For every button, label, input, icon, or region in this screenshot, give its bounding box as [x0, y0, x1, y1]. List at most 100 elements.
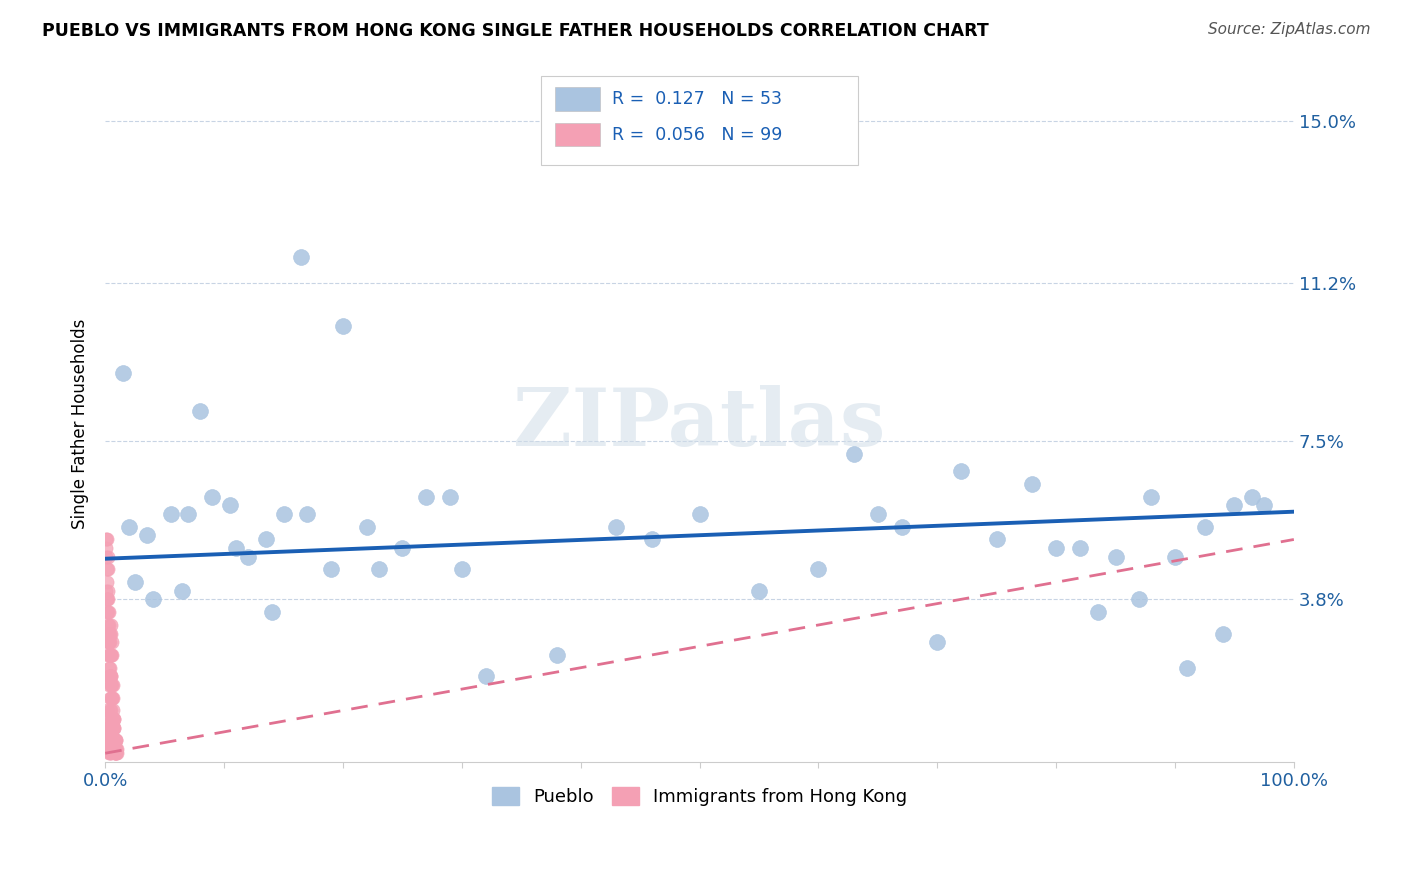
- Point: [1241, 490, 1264, 504]
- Point: [98, 733, 121, 747]
- Point: [96, 533, 118, 547]
- Point: [1194, 519, 1216, 533]
- Point: [104, 733, 127, 747]
- Point: [356, 519, 378, 533]
- Point: [172, 583, 194, 598]
- Point: [100, 648, 122, 662]
- Point: [101, 690, 124, 705]
- Point: [105, 733, 128, 747]
- Point: [97, 626, 120, 640]
- Point: [104, 746, 127, 760]
- Point: [97, 605, 120, 619]
- Point: [1253, 498, 1275, 512]
- Point: [105, 742, 128, 756]
- Point: [100, 690, 122, 705]
- Point: [96, 703, 118, 717]
- Text: R =  0.056   N = 99: R = 0.056 N = 99: [612, 126, 782, 144]
- Text: ZIPatlas: ZIPatlas: [513, 385, 886, 463]
- Point: [98, 635, 121, 649]
- Point: [96, 712, 118, 726]
- Point: [367, 562, 389, 576]
- Point: [236, 549, 259, 564]
- Point: [98, 661, 121, 675]
- Point: [96, 533, 118, 547]
- Point: [98, 635, 121, 649]
- Point: [98, 703, 121, 717]
- Point: [96, 733, 118, 747]
- Point: [319, 562, 342, 576]
- Point: [890, 519, 912, 533]
- Point: [104, 746, 127, 760]
- Point: [98, 669, 121, 683]
- Point: [104, 742, 127, 756]
- Point: [1175, 661, 1198, 675]
- Point: [97, 635, 120, 649]
- Point: [96, 562, 118, 576]
- Point: [100, 678, 122, 692]
- Point: [100, 669, 122, 683]
- Point: [273, 507, 295, 521]
- Point: [97, 635, 120, 649]
- Point: [101, 690, 124, 705]
- Point: [98, 733, 121, 747]
- Point: [391, 541, 413, 555]
- Point: [254, 533, 277, 547]
- Point: [100, 626, 122, 640]
- Point: [104, 733, 127, 747]
- Point: [135, 528, 157, 542]
- Point: [97, 583, 120, 598]
- Point: [100, 703, 122, 717]
- Text: Source: ZipAtlas.com: Source: ZipAtlas.com: [1208, 22, 1371, 37]
- Point: [415, 490, 437, 504]
- Point: [96, 575, 118, 590]
- Point: [605, 519, 627, 533]
- Point: [986, 533, 1008, 547]
- Point: [100, 618, 122, 632]
- Point: [96, 626, 118, 640]
- Point: [97, 618, 120, 632]
- Point: [94, 541, 117, 555]
- Point: [439, 490, 461, 504]
- Point: [97, 742, 120, 756]
- Point: [100, 712, 122, 726]
- Point: [219, 498, 242, 512]
- Point: [97, 661, 120, 675]
- Point: [103, 733, 125, 747]
- Point: [98, 678, 121, 692]
- Point: [142, 592, 165, 607]
- Point: [474, 669, 496, 683]
- Point: [94, 733, 117, 747]
- Point: [104, 746, 127, 760]
- Point: [97, 562, 120, 576]
- Point: [332, 318, 354, 333]
- Point: [546, 648, 568, 662]
- Point: [100, 678, 122, 692]
- Point: [641, 533, 664, 547]
- Point: [105, 742, 128, 756]
- Point: [96, 592, 118, 607]
- Point: [103, 703, 125, 717]
- Point: [1045, 541, 1067, 555]
- Point: [260, 605, 283, 619]
- Point: [101, 678, 124, 692]
- Point: [103, 733, 125, 747]
- Point: [1104, 549, 1126, 564]
- Point: [96, 583, 118, 598]
- Point: [1021, 477, 1043, 491]
- Text: R =  0.127   N = 53: R = 0.127 N = 53: [612, 90, 782, 108]
- Point: [98, 669, 121, 683]
- Point: [96, 721, 118, 735]
- Point: [927, 635, 949, 649]
- Point: [101, 678, 124, 692]
- Point: [1140, 490, 1163, 504]
- Point: [807, 562, 830, 576]
- Point: [1164, 549, 1187, 564]
- Point: [97, 746, 120, 760]
- Point: [98, 626, 121, 640]
- Point: [748, 583, 770, 598]
- Legend: Pueblo, Immigrants from Hong Kong: Pueblo, Immigrants from Hong Kong: [485, 780, 915, 814]
- Point: [103, 721, 125, 735]
- Point: [98, 648, 121, 662]
- Point: [104, 746, 127, 760]
- Point: [201, 490, 224, 504]
